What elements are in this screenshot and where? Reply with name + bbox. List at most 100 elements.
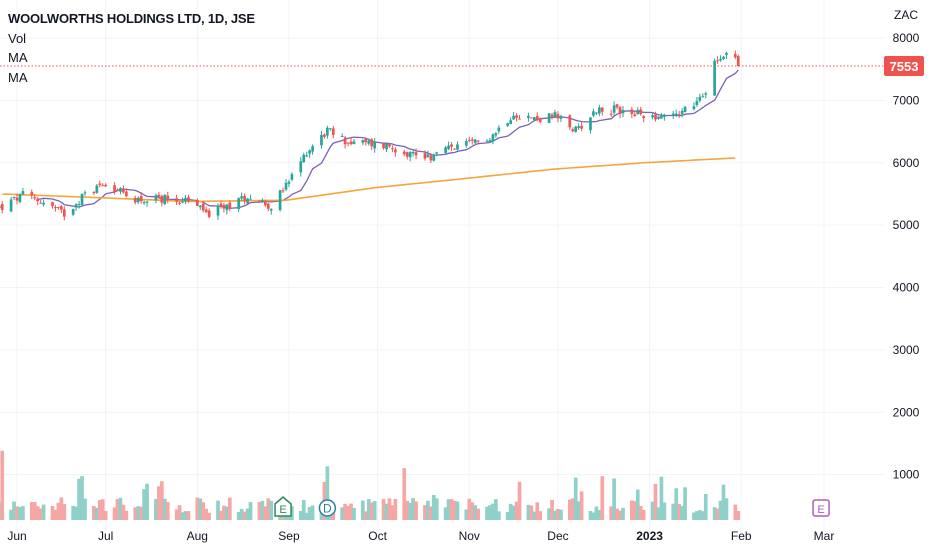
candle-body [175, 198, 178, 202]
volume-bar [100, 499, 105, 520]
x-tick-label: Dec [547, 529, 568, 543]
volume-bar [97, 500, 102, 520]
volume-bar [115, 499, 120, 520]
candle [0, 200, 4, 214]
volume-bar [352, 507, 356, 520]
volume-bar [62, 504, 67, 520]
volume-bar [124, 510, 129, 520]
volume-bar [473, 505, 478, 520]
event-marker-e[interactable]: E [274, 496, 292, 517]
candle [243, 193, 246, 205]
legend: WOOLWORTHS HOLDINGS LTD, 1D, JSE Vol MA … [8, 9, 255, 87]
volume-bar [80, 476, 84, 520]
legend-vol[interactable]: Vol [8, 30, 27, 46]
candle [77, 200, 81, 209]
candle [261, 198, 264, 204]
candle [80, 193, 84, 206]
candle-body [139, 195, 143, 202]
volume-bar [662, 502, 667, 520]
candle [414, 148, 418, 160]
volume-bar [414, 501, 418, 520]
volume-bar [219, 510, 223, 520]
volume-bar [346, 505, 350, 520]
candle [62, 206, 66, 221]
candle [615, 103, 619, 110]
volume-bar [366, 499, 371, 520]
event-marker-d[interactable]: D [318, 499, 337, 517]
candle-body [633, 114, 637, 117]
candle-body [402, 151, 406, 155]
candle-body [609, 113, 613, 115]
volume-bar [387, 498, 392, 520]
axes: ZAC 8000 7000 6000 5000 4000 3000 2000 1000 Jun Ju… [7, 8, 919, 543]
candle-body [323, 134, 326, 137]
event-marker-e[interactable]: E [812, 499, 830, 517]
candle [278, 189, 282, 212]
volume-bar [239, 508, 244, 520]
candle-body [204, 209, 208, 213]
candle [326, 125, 329, 139]
candle [394, 147, 397, 157]
candle [609, 109, 613, 117]
candle-body [674, 113, 678, 116]
candle-body [261, 200, 264, 203]
volume-bar [301, 499, 306, 520]
candle [187, 194, 190, 203]
candle [589, 117, 592, 134]
volume-bar [556, 509, 560, 520]
volume-bar [494, 499, 498, 520]
volume-bar [248, 501, 253, 520]
volume-bar [361, 500, 365, 520]
volume-bar [650, 501, 655, 520]
y-tick-label: 4000 [893, 281, 920, 295]
candle-body [302, 154, 306, 163]
event-marker-label: D [323, 502, 332, 516]
chart-title[interactable]: WOOLWORTHS HOLDINGS LTD, 1D, JSE [8, 11, 255, 26]
candles [0, 50, 740, 221]
volume-bar [162, 498, 167, 520]
candle-body [15, 197, 19, 201]
candle [54, 204, 57, 212]
volume-bar [195, 497, 200, 520]
candle [71, 208, 75, 216]
candle [266, 203, 270, 212]
legend-ma-short[interactable]: MA [8, 50, 28, 65]
candle-body [719, 58, 722, 61]
volume-bar [133, 507, 138, 520]
candle-body [133, 197, 137, 203]
candle-body [201, 203, 205, 211]
volume-bar [290, 506, 294, 520]
candle [426, 150, 430, 158]
candle [660, 113, 663, 119]
candle [323, 133, 326, 139]
candle [527, 112, 530, 122]
candle-body [618, 107, 622, 115]
candle [657, 116, 660, 120]
candle [154, 193, 158, 204]
candle-body [538, 118, 542, 123]
candle [518, 114, 521, 120]
candle [299, 157, 303, 177]
candle [364, 137, 368, 146]
candle [198, 204, 202, 211]
volume-bar [59, 497, 64, 520]
candle-body [243, 195, 246, 202]
candle [642, 115, 646, 123]
candle [677, 110, 681, 118]
volume-bar [77, 478, 81, 520]
candle [385, 142, 388, 153]
volume-bar [692, 512, 696, 520]
candle-body [713, 60, 716, 96]
candle [674, 109, 678, 117]
volume-bar [15, 506, 19, 520]
candle-body [331, 128, 335, 135]
candle-body [51, 201, 54, 207]
candle-body [663, 115, 666, 117]
candle [698, 93, 702, 103]
candle [373, 138, 377, 153]
candle [621, 105, 625, 118]
legend-ma-long[interactable]: MA [8, 69, 28, 85]
volume-bar [183, 511, 188, 520]
